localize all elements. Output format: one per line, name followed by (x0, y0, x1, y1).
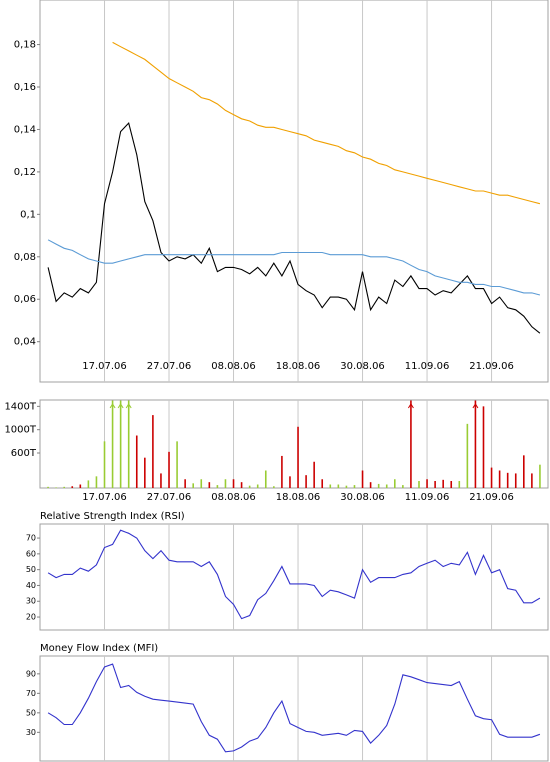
y-tick-label: 30 (26, 728, 36, 737)
overflow-arrow (407, 403, 414, 409)
y-tick-label: 0,12 (14, 167, 36, 178)
price-line (47, 122, 541, 334)
panel-frame (39, 655, 549, 762)
panel-title: Money Flow Index (MFI) (40, 643, 158, 654)
x-tick-label: 27.07.06 (147, 492, 192, 503)
x-tick-label: 11.09.06 (405, 492, 450, 503)
panel-frame (39, 523, 549, 631)
y-tick-label: 60 (26, 549, 36, 558)
y-tick-label: 50 (26, 708, 36, 717)
x-tick-label: 21.09.06 (469, 492, 514, 503)
price-line (112, 41, 541, 205)
y-tick-label: 50 (26, 565, 36, 574)
y-tick-label: 0,06 (14, 294, 36, 305)
y-tick-label: 30 (26, 597, 36, 606)
x-tick-label: 30.08.06 (340, 492, 385, 503)
price-line (47, 529, 541, 620)
x-tick-label: 18.08.06 (276, 492, 321, 503)
price-line (47, 239, 541, 296)
y-tick-label: 70 (26, 689, 36, 698)
plot-area (47, 663, 541, 753)
x-tick-label: 27.07.06 (147, 361, 192, 372)
y-tick-label: 90 (26, 669, 36, 678)
y-tick-label: 0,04 (14, 337, 36, 348)
y-tick-label: 40 (26, 581, 36, 590)
x-tick-label: 21.09.06 (469, 361, 514, 372)
y-tick-label: 0,18 (14, 40, 36, 51)
x-tick-label: 11.09.06 (405, 361, 450, 372)
y-tick-label: 70 (26, 534, 36, 543)
plot-area (47, 400, 541, 488)
overflow-arrow (117, 403, 124, 409)
x-tick-label: 18.08.06 (276, 361, 321, 372)
x-tick-label: 08.08.06 (211, 492, 256, 503)
y-tick-label: 0,14 (14, 124, 36, 135)
y-tick-label: 0,16 (14, 82, 36, 93)
overflow-arrow (125, 403, 132, 409)
y-tick-label: 1400T (4, 401, 36, 412)
y-tick-label: 1000T (4, 425, 36, 436)
overflow-arrow (109, 403, 116, 409)
price-line (47, 663, 541, 753)
x-tick-label: 30.08.06 (340, 361, 385, 372)
y-tick-label: 0,1 (20, 209, 36, 220)
y-tick-label: 20 (26, 613, 36, 622)
x-tick-label: 17.07.06 (82, 361, 127, 372)
overflow-arrow (472, 403, 479, 409)
x-tick-label: 17.07.06 (82, 492, 127, 503)
panel-frame (39, 399, 549, 489)
plot-area (47, 529, 541, 620)
x-tick-label: 08.08.06 (211, 361, 256, 372)
panel-title: Relative Strength Index (RSI) (40, 511, 185, 522)
y-tick-label: 0,08 (14, 252, 36, 263)
y-tick-label: 600T (11, 448, 37, 459)
panel-frame (39, 0, 549, 383)
plot-area (47, 41, 541, 334)
